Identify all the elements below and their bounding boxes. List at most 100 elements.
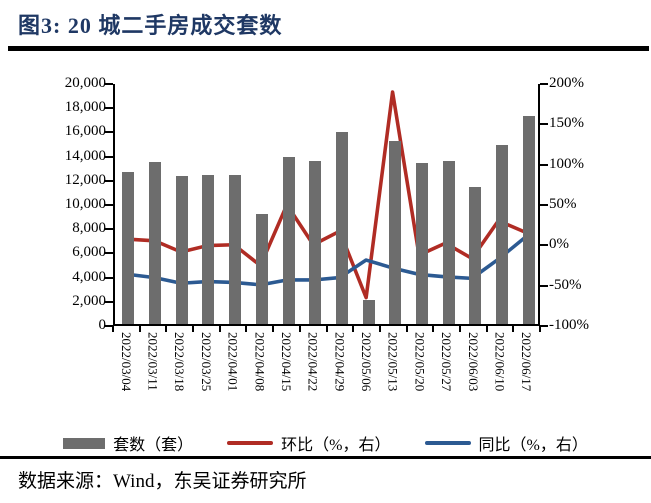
plot-area (113, 84, 540, 326)
y-right-tick-label: 50% (549, 196, 577, 212)
x-axis-tick (272, 326, 275, 332)
x-axis-tick (218, 326, 221, 332)
x-axis-tick (352, 326, 355, 332)
bar-2022/04/22 (309, 160, 322, 324)
y-right-tick (540, 83, 548, 85)
title-divider (8, 46, 649, 51)
y-right-tick-label: 100% (549, 155, 584, 172)
bar-2022/06/03 (469, 187, 482, 324)
x-label-slot: 2022/06/17 (513, 332, 540, 420)
y-left-tick-label: 2,000 (72, 292, 106, 309)
y-left-tick-label: 16,000 (64, 123, 106, 140)
y-right-tick-label: 150% (549, 115, 584, 132)
x-label-slot: 2022/05/06 (353, 332, 380, 420)
bar-2022/05/27 (442, 160, 455, 324)
legend-yoy-label: 同比（%，右） (478, 437, 588, 454)
y-left-tick (105, 179, 113, 182)
x-axis-tick (325, 326, 328, 332)
y-left-tick (105, 252, 113, 255)
y-left-tick (105, 131, 113, 134)
x-label-slot: 2022/03/04 (113, 332, 140, 420)
x-label-slot: 2022/05/27 (433, 332, 460, 420)
x-axis-tick (485, 326, 488, 332)
x-axis-tick (539, 326, 541, 332)
legend-item-wow: 环比（%，右） (227, 431, 391, 455)
x-tick-label: 2022/03/18 (172, 332, 188, 392)
y-left-tick (105, 325, 113, 327)
bar-2022/04/08 (255, 213, 268, 324)
x-tick-label: 2022/05/27 (439, 332, 455, 392)
x-tick-label: 2022/03/04 (118, 332, 134, 392)
x-tick-label: 2022/04/01 (225, 332, 241, 392)
bar-2022/04/01 (229, 175, 242, 324)
legend-bar-label: 套数（套） (113, 437, 194, 454)
x-label-slot: 2022/05/20 (407, 332, 434, 420)
legend-bar-swatch (63, 437, 106, 449)
y-right-tick-label: -100% (549, 317, 589, 333)
y-right-tick (540, 325, 548, 327)
y-left-tick (105, 107, 113, 110)
x-label-slot: 2022/04/08 (246, 332, 273, 420)
x-tick-label: 2022/05/20 (412, 332, 428, 392)
x-tick-label: 2022/05/06 (359, 332, 375, 392)
y-left-tick-label: 12,000 (64, 171, 106, 188)
y-left-tick-label: 18,000 (64, 99, 106, 116)
bar-2022/03/04 (122, 171, 135, 324)
x-axis-tick (112, 326, 114, 332)
y-left-tick (105, 228, 113, 231)
bar-2022/03/11 (149, 161, 161, 324)
x-label-slot: 2022/06/10 (487, 332, 514, 420)
x-tick-label: 2022/06/10 (492, 332, 508, 392)
x-label-slot: 2022/05/13 (380, 332, 407, 420)
y-right-tick-label: 0% (549, 236, 569, 253)
x-tick-label: 2022/06/03 (465, 332, 481, 392)
legend-item-bars: 套数（套） (63, 431, 193, 455)
y-left-tick-label: 14,000 (64, 147, 106, 164)
x-axis-tick (378, 326, 381, 332)
y-left-tick-label: 20,000 (64, 75, 106, 91)
bar-2022/03/18 (175, 176, 188, 324)
y-right-tick (540, 244, 548, 247)
bar-2022/06/17 (522, 115, 535, 324)
legend-wow-label: 环比（%，右） (281, 437, 391, 454)
bar-2022/04/29 (335, 131, 348, 324)
bar-2022/05/06 (362, 299, 375, 324)
y-right-tick (540, 204, 548, 206)
x-axis-tick (512, 326, 515, 332)
bar-2022/05/20 (415, 163, 428, 324)
x-label-slot: 2022/03/25 (193, 332, 220, 420)
x-label-slot: 2022/03/11 (140, 332, 167, 420)
line-同比（%，右） (126, 235, 527, 287)
y-left-tick (105, 204, 113, 206)
x-axis-tick (458, 326, 461, 332)
x-tick-label: 2022/05/13 (385, 332, 401, 392)
x-axis-tick (298, 326, 301, 332)
x-axis-tick (405, 326, 408, 332)
bar-2022/05/13 (389, 141, 402, 324)
x-tick-label: 2022/06/17 (519, 332, 535, 392)
y-right-tick (540, 284, 548, 287)
y-left-tick (105, 83, 113, 85)
x-label-slot: 2022/04/15 (273, 332, 300, 420)
bar-2022/06/10 (496, 144, 508, 324)
y-right-tick (540, 163, 548, 166)
bar-2022/03/25 (202, 175, 215, 324)
x-tick-label: 2022/03/11 (145, 332, 161, 391)
footer-divider (0, 456, 651, 459)
y-left-tick-label: 0 (98, 317, 107, 333)
y-left-tick-label: 8,000 (72, 220, 106, 237)
x-label-slot: 2022/04/22 (300, 332, 327, 420)
legend-wow-line-swatch (227, 441, 274, 445)
y-left-tick (105, 155, 113, 158)
x-label-slot: 2022/06/03 (460, 332, 487, 420)
x-tick-label: 2022/04/29 (332, 332, 348, 392)
figure-title: 图3: 20 城二手房成交套数 (18, 13, 283, 38)
y-left-tick (105, 300, 113, 303)
x-tick-label: 2022/03/25 (198, 332, 214, 392)
x-label-slot: 2022/04/29 (327, 332, 354, 420)
x-label-slot: 2022/04/01 (220, 332, 247, 420)
line-layer (126, 90, 527, 300)
data-source: 数据来源：Wind，东吴证券研究所 (18, 471, 307, 492)
y-right-tick-label: 200% (549, 75, 584, 91)
